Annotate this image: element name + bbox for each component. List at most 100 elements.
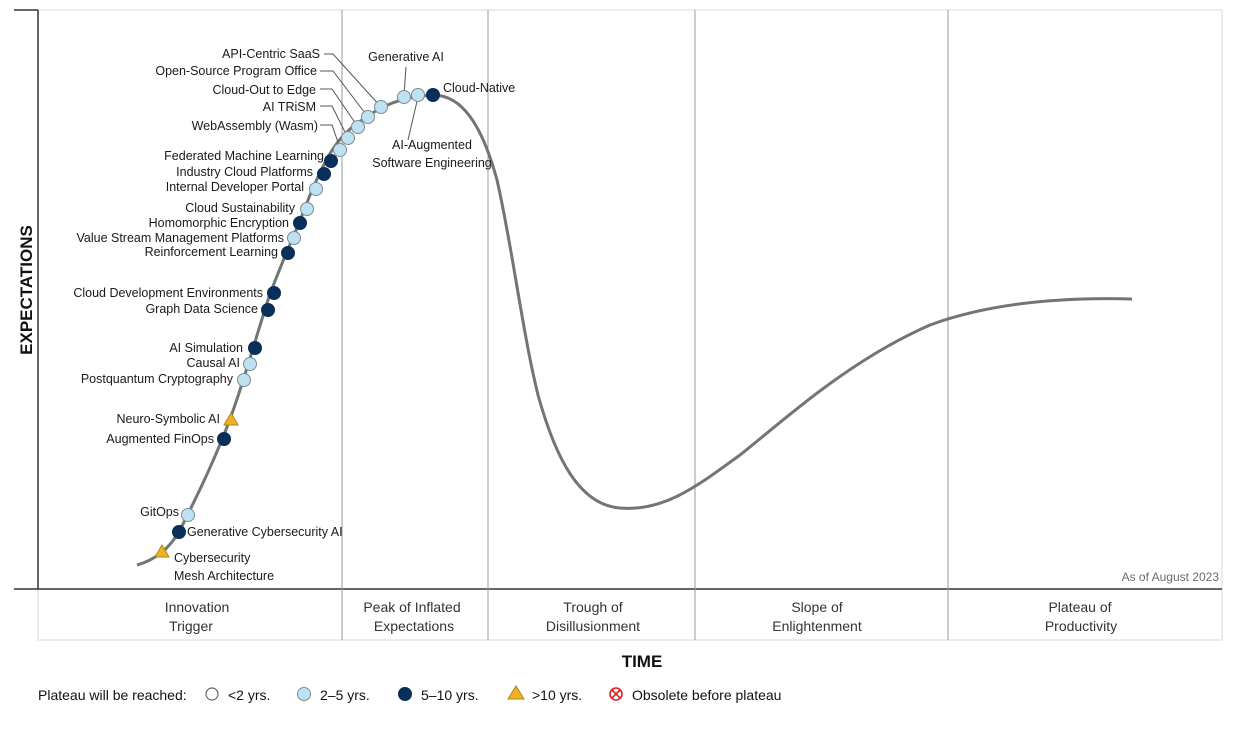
label-causal-ai: Causal AI: [186, 356, 240, 370]
leader-webassembly: [320, 124, 341, 149]
label-line: Postquantum Cryptography: [81, 372, 234, 386]
plot-frame: [37, 9, 1223, 641]
label-line: Augmented FinOps: [106, 432, 214, 446]
marker-cybersecurity-mesh-architecture: [154, 544, 170, 558]
phase-3-line2: Disillusionment: [546, 618, 640, 634]
leader-ai-augmented: [407, 96, 419, 141]
phase-3-line1: Trough of: [563, 599, 623, 615]
marker-augmented-finops: [217, 432, 231, 446]
label-open-source-program-office: Open-Source Program Office: [155, 64, 317, 78]
label-line: API-Centric SaaS: [222, 47, 320, 61]
marker-industry-cloud-platforms: [317, 167, 331, 181]
label-line: Cloud-Out to Edge: [212, 83, 316, 97]
label-line: Generative Cybersecurity AI: [187, 525, 343, 539]
legend-gt10-label: >10 yrs.: [532, 687, 582, 703]
as-of-note: As of August 2023: [1122, 570, 1220, 584]
label-line: Cybersecurity: [174, 551, 251, 565]
legend-5to10-label: 5–10 yrs.: [421, 687, 479, 703]
legend-obsolete-label: Obsolete before plateau: [632, 687, 781, 703]
marker-internal-developer-portal: [309, 182, 323, 196]
label-line: AI Simulation: [169, 341, 243, 355]
marker-federated-machine-learning: [324, 154, 338, 168]
label-line: Value Stream Management Platforms: [76, 231, 284, 245]
label-line: Homomorphic Encryption: [149, 216, 289, 230]
legend-title: Plateau will be reached:: [38, 687, 187, 703]
label-cloud-development-environments: Cloud Development Environments: [73, 286, 263, 300]
marker-cloud-sustainability: [300, 202, 314, 216]
marker-generative-cybersecurity-ai: [172, 525, 186, 539]
label-line: Mesh Architecture: [174, 569, 274, 583]
legend-obsolete-cross-b: [611, 689, 621, 699]
label-line: AI-Augmented: [392, 138, 472, 152]
label-line: Generative AI: [368, 50, 444, 64]
label-line: Open-Source Program Office: [155, 64, 317, 78]
phase-1-line1: Innovation: [165, 599, 230, 615]
phase-5-line1: Plateau of: [1048, 599, 1111, 615]
label-postquantum-cryptography: Postquantum Cryptography: [81, 372, 234, 386]
label-line: GitOps: [140, 505, 179, 519]
label-line: Cloud Sustainability: [185, 201, 296, 215]
label-generative-ai: Generative AI: [368, 50, 444, 64]
marker-api-centric-saas: [374, 100, 388, 114]
label-internal-developer-portal: Internal Developer Portal: [166, 180, 304, 194]
marker-neuro-symbolic-ai: [223, 412, 239, 426]
label-cybersecurity-mesh-architecture: Cybersecurity Mesh Architecture: [174, 551, 274, 583]
label-gitops: GitOps: [140, 505, 179, 519]
label-line: Cloud-Native: [443, 81, 515, 95]
marker-ai-simulation: [248, 341, 262, 355]
marker-homomorphic-encryption: [293, 216, 307, 230]
y-axis-title: EXPECTATIONS: [17, 225, 36, 355]
leader-api-centric-saas: [324, 53, 382, 108]
marker-ai-augmented-software-engineering: [411, 88, 425, 102]
marker-webassembly-wasm: [333, 143, 347, 157]
label-line: Software Engineering: [372, 156, 492, 170]
labels-layer: Cybersecurity Mesh Architecture Generative…: [73, 47, 515, 583]
label-line: AI TRiSM: [263, 100, 316, 114]
label-industry-cloud-platforms: Industry Cloud Platforms: [176, 165, 313, 179]
marker-ai-trism: [341, 131, 355, 145]
leader-lines: [320, 53, 419, 149]
label-federated-machine-learning: Federated Machine Learning: [164, 149, 324, 163]
marker-reinforcement-learning: [281, 246, 295, 260]
marker-graph-data-science: [261, 303, 275, 317]
label-cloud-sustainability: Cloud Sustainability: [185, 201, 296, 215]
phase-2-line2: Expectations: [374, 618, 454, 634]
leader-ai-trism: [320, 105, 349, 139]
legend-5to10-marker: [398, 687, 412, 701]
label-line: Internal Developer Portal: [166, 180, 304, 194]
marker-cloud-native: [426, 88, 440, 102]
label-line: Graph Data Science: [145, 302, 258, 316]
marker-open-source-program-office: [361, 110, 375, 124]
label-graph-data-science: Graph Data Science: [145, 302, 258, 316]
marker-causal-ai: [243, 357, 257, 371]
phase-4-line1: Slope of: [791, 599, 842, 615]
legend: Plateau will be reached: <2 yrs. 2–5 yrs…: [38, 685, 781, 703]
label-line: Reinforcement Learning: [145, 245, 278, 259]
label-cloud-native: Cloud-Native: [443, 81, 515, 95]
label-homomorphic-encryption: Homomorphic Encryption: [149, 216, 289, 230]
marker-cloud-development-environments: [267, 286, 281, 300]
legend-2to5-label: 2–5 yrs.: [320, 687, 370, 703]
label-webassembly-wasm: WebAssembly (Wasm): [192, 119, 318, 133]
legend-gt10-marker: [507, 685, 525, 700]
label-ai-trism: AI TRiSM: [263, 100, 316, 114]
label-line: Neuro-Symbolic AI: [116, 412, 220, 426]
label-value-stream-management-platforms: Value Stream Management Platforms: [76, 231, 284, 245]
phase-1-line2: Trigger: [169, 618, 213, 634]
leader-open-source-program-office: [320, 70, 369, 118]
phase-2-line1: Peak of Inflated: [363, 599, 460, 615]
label-api-centric-saas: API-Centric SaaS: [222, 47, 320, 61]
marker-postquantum-cryptography: [237, 373, 251, 387]
label-ai-augmented-software-engineering: AI-Augmented Software Engineering: [372, 138, 492, 170]
label-neuro-symbolic-ai: Neuro-Symbolic AI: [116, 412, 220, 426]
label-augmented-finops: Augmented FinOps: [106, 432, 214, 446]
label-line: WebAssembly (Wasm): [192, 119, 318, 133]
legend-lt2-marker: [205, 687, 219, 701]
label-generative-cybersecurity-ai: Generative Cybersecurity AI: [187, 525, 343, 539]
label-cloud-out-to-edge: Cloud-Out to Edge: [212, 83, 316, 97]
label-reinforcement-learning: Reinforcement Learning: [145, 245, 278, 259]
marker-gitops: [181, 508, 195, 522]
label-ai-simulation: AI Simulation: [169, 341, 243, 355]
